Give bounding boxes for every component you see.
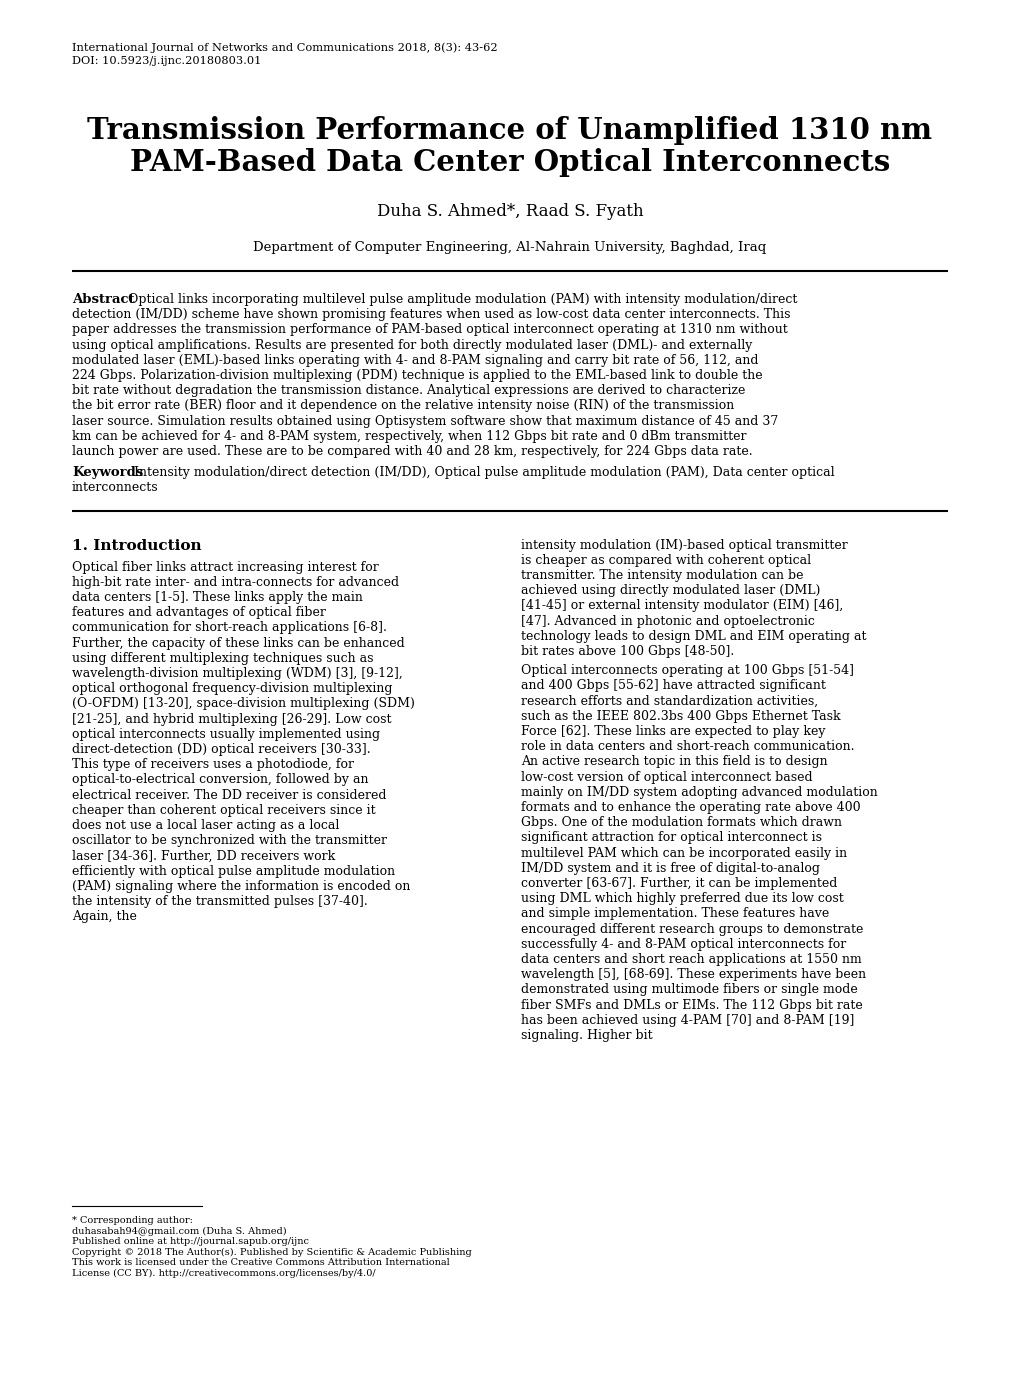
Text: Department of Computer Engineering, Al-Nahrain University, Baghdad, Iraq: Department of Computer Engineering, Al-N… (253, 241, 766, 255)
Text: formats and to enhance the operating rate above 400: formats and to enhance the operating rat… (521, 801, 860, 814)
Text: International Journal of Networks and Communications 2018, 8(3): 43-62: International Journal of Networks and Co… (72, 42, 497, 53)
Text: Again, the: Again, the (72, 911, 137, 923)
Text: km can be achieved for 4- and 8-PAM system, respectively, when 112 Gbps bit rate: km can be achieved for 4- and 8-PAM syst… (72, 430, 746, 443)
Text: and 400 Gbps [55-62] have attracted significant: and 400 Gbps [55-62] have attracted sign… (521, 680, 825, 692)
Text: An active research topic in this field is to design: An active research topic in this field i… (521, 756, 826, 768)
Text: using optical amplifications. Results are presented for both directly modulated : using optical amplifications. Results ar… (72, 339, 752, 352)
Text: laser [34-36]. Further, DD receivers work: laser [34-36]. Further, DD receivers wor… (72, 850, 335, 862)
Text: Duha S. Ahmed*, Raad S. Fyath: Duha S. Ahmed*, Raad S. Fyath (376, 203, 643, 220)
Text: technology leads to design DML and EIM operating at: technology leads to design DML and EIM o… (521, 630, 866, 642)
Text: Published online at http://journal.sapub.org/ijnc: Published online at http://journal.sapub… (72, 1237, 309, 1246)
Text: such as the IEEE 802.3bs 400 Gbps Ethernet Task: such as the IEEE 802.3bs 400 Gbps Ethern… (521, 710, 840, 722)
Text: mainly on IM/DD system adopting advanced modulation: mainly on IM/DD system adopting advanced… (521, 786, 877, 799)
Text: cheaper than coherent optical receivers since it: cheaper than coherent optical receivers … (72, 804, 375, 817)
Text: modulated laser (EML)-based links operating with 4- and 8-PAM signaling and carr: modulated laser (EML)-based links operat… (72, 354, 758, 367)
Text: Copyright © 2018 The Author(s). Published by Scientific & Academic Publishing: Copyright © 2018 The Author(s). Publishe… (72, 1247, 472, 1257)
Text: the bit error rate (BER) floor and it dependence on the relative intensity noise: the bit error rate (BER) floor and it de… (72, 400, 734, 412)
Text: (O-OFDM) [13-20], space-division multiplexing (SDM): (O-OFDM) [13-20], space-division multipl… (72, 698, 415, 710)
Text: transmitter. The intensity modulation can be: transmitter. The intensity modulation ca… (521, 569, 803, 583)
Text: [41-45] or external intensity modulator (EIM) [46],: [41-45] or external intensity modulator … (521, 599, 843, 612)
Text: high-bit rate inter- and intra-connects for advanced: high-bit rate inter- and intra-connects … (72, 576, 398, 588)
Text: signaling. Higher bit: signaling. Higher bit (521, 1028, 652, 1042)
Text: role in data centers and short-reach communication.: role in data centers and short-reach com… (521, 740, 854, 753)
Text: communication for short-reach applications [6-8].: communication for short-reach applicatio… (72, 621, 386, 634)
Text: efficiently with optical pulse amplitude modulation: efficiently with optical pulse amplitude… (72, 865, 394, 877)
Text: intensity modulation (IM)-based optical transmitter: intensity modulation (IM)-based optical … (521, 538, 847, 552)
Text: bit rates above 100 Gbps [48-50].: bit rates above 100 Gbps [48-50]. (521, 645, 734, 657)
Text: successfully 4- and 8-PAM optical interconnects for: successfully 4- and 8-PAM optical interc… (521, 938, 846, 951)
Text: electrical receiver. The DD receiver is considered: electrical receiver. The DD receiver is … (72, 789, 386, 801)
Text: bit rate without degradation the transmission distance. Analytical expressions a: bit rate without degradation the transmi… (72, 385, 745, 397)
Text: optical interconnects usually implemented using: optical interconnects usually implemente… (72, 728, 380, 740)
Text: 224 Gbps. Polarization-division multiplexing (PDM) technique is applied to the E: 224 Gbps. Polarization-division multiple… (72, 370, 762, 382)
Text: DOI: 10.5923/j.ijnc.20180803.01: DOI: 10.5923/j.ijnc.20180803.01 (72, 55, 261, 66)
Text: Optical interconnects operating at 100 Gbps [51-54]: Optical interconnects operating at 100 G… (521, 664, 853, 677)
Text: significant attraction for optical interconnect is: significant attraction for optical inter… (521, 832, 821, 844)
Text: data centers [1-5]. These links apply the main: data centers [1-5]. These links apply th… (72, 591, 363, 603)
Text: achieved using directly modulated laser (DML): achieved using directly modulated laser … (521, 584, 819, 598)
Text: data centers and short reach applications at 1550 nm: data centers and short reach application… (521, 954, 861, 966)
Text: IM/DD system and it is free of digital-to-analog: IM/DD system and it is free of digital-t… (521, 862, 819, 875)
Text: Further, the capacity of these links can be enhanced: Further, the capacity of these links can… (72, 637, 405, 649)
Text: duhasabah94@gmail.com (Duha S. Ahmed): duhasabah94@gmail.com (Duha S. Ahmed) (72, 1226, 286, 1236)
Text: laser source. Simulation results obtained using Optisystem software show that ma: laser source. Simulation results obtaine… (72, 415, 777, 428)
Text: This type of receivers uses a photodiode, for: This type of receivers uses a photodiode… (72, 758, 354, 771)
Text: Optical fiber links attract increasing interest for: Optical fiber links attract increasing i… (72, 561, 378, 573)
Text: optical orthogonal frequency-division multiplexing: optical orthogonal frequency-division mu… (72, 682, 392, 695)
Text: Optical links incorporating multilevel pulse amplitude modulation (PAM) with int: Optical links incorporating multilevel p… (127, 293, 797, 306)
Text: is cheaper as compared with coherent optical: is cheaper as compared with coherent opt… (521, 554, 810, 567)
Text: License (CC BY). http://creativecommons.org/licenses/by/4.0/: License (CC BY). http://creativecommons.… (72, 1269, 375, 1277)
Text: converter [63-67]. Further, it can be implemented: converter [63-67]. Further, it can be im… (521, 877, 837, 890)
Text: oscillator to be synchronized with the transmitter: oscillator to be synchronized with the t… (72, 835, 386, 847)
Text: interconnects: interconnects (72, 482, 159, 494)
Text: Gbps. One of the modulation formats which drawn: Gbps. One of the modulation formats whic… (521, 817, 841, 829)
Text: PAM-Based Data Center Optical Interconnects: PAM-Based Data Center Optical Interconne… (129, 148, 890, 177)
Text: optical-to-electrical conversion, followed by an: optical-to-electrical conversion, follow… (72, 774, 368, 786)
Text: fiber SMFs and DMLs or EIMs. The 112 Gbps bit rate: fiber SMFs and DMLs or EIMs. The 112 Gbp… (521, 999, 862, 1012)
Text: wavelength-division multiplexing (WDM) [3], [9-12],: wavelength-division multiplexing (WDM) [… (72, 667, 403, 680)
Text: * Corresponding author:: * Corresponding author: (72, 1217, 193, 1225)
Text: detection (IM/DD) scheme have shown promising features when used as low-cost dat: detection (IM/DD) scheme have shown prom… (72, 309, 790, 321)
Text: Transmission Performance of Unamplified 1310 nm: Transmission Performance of Unamplified … (88, 116, 931, 145)
Text: and simple implementation. These features have: and simple implementation. These feature… (521, 908, 828, 920)
Text: low-cost version of optical interconnect based: low-cost version of optical interconnect… (521, 771, 812, 783)
Text: [47]. Advanced in photonic and optoelectronic: [47]. Advanced in photonic and optoelect… (521, 614, 814, 627)
Text: 1. Introduction: 1. Introduction (72, 538, 202, 552)
Text: the intensity of the transmitted pulses [37-40].: the intensity of the transmitted pulses … (72, 895, 368, 908)
Text: using different multiplexing techniques such as: using different multiplexing techniques … (72, 652, 373, 664)
Text: using DML which highly preferred due its low cost: using DML which highly preferred due its… (521, 893, 843, 905)
Text: encouraged different research groups to demonstrate: encouraged different research groups to … (521, 923, 862, 936)
Text: launch power are used. These are to be compared with 40 and 28 km, respectively,: launch power are used. These are to be c… (72, 446, 752, 458)
Text: Keywords: Keywords (72, 466, 143, 479)
Text: paper addresses the transmission performance of PAM-based optical interconnect o: paper addresses the transmission perform… (72, 324, 787, 336)
Text: demonstrated using multimode fibers or single mode: demonstrated using multimode fibers or s… (521, 984, 857, 996)
Text: research efforts and standardization activities,: research efforts and standardization act… (521, 695, 817, 707)
Text: features and advantages of optical fiber: features and advantages of optical fiber (72, 606, 325, 619)
Text: (PAM) signaling where the information is encoded on: (PAM) signaling where the information is… (72, 880, 410, 893)
Text: multilevel PAM which can be incorporated easily in: multilevel PAM which can be incorporated… (521, 847, 847, 859)
Text: Force [62]. These links are expected to play key: Force [62]. These links are expected to … (521, 725, 824, 738)
Text: direct-detection (DD) optical receivers [30-33].: direct-detection (DD) optical receivers … (72, 743, 370, 756)
Text: Abstract: Abstract (72, 293, 135, 306)
Text: This work is licensed under the Creative Commons Attribution International: This work is licensed under the Creative… (72, 1258, 449, 1266)
Text: does not use a local laser acting as a local: does not use a local laser acting as a l… (72, 819, 339, 832)
Text: [21-25], and hybrid multiplexing [26-29]. Low cost: [21-25], and hybrid multiplexing [26-29]… (72, 713, 391, 725)
Text: wavelength [5], [68-69]. These experiments have been: wavelength [5], [68-69]. These experimen… (521, 969, 865, 981)
Text: Intensity modulation/direct detection (IM/DD), Optical pulse amplitude modulatio: Intensity modulation/direct detection (I… (133, 466, 834, 479)
Text: has been achieved using 4-PAM [70] and 8-PAM [19]: has been achieved using 4-PAM [70] and 8… (521, 1014, 854, 1027)
